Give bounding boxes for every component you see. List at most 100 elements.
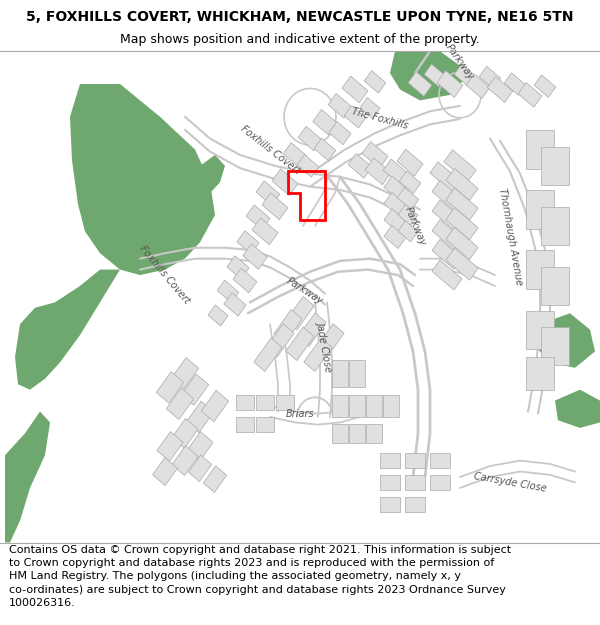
Polygon shape xyxy=(526,191,554,229)
Polygon shape xyxy=(329,121,351,145)
Polygon shape xyxy=(342,76,368,103)
Polygon shape xyxy=(432,260,462,290)
Polygon shape xyxy=(332,359,348,387)
Polygon shape xyxy=(384,225,406,249)
Polygon shape xyxy=(405,497,425,512)
Polygon shape xyxy=(446,228,478,259)
Polygon shape xyxy=(446,188,478,220)
Polygon shape xyxy=(383,159,407,184)
Polygon shape xyxy=(286,327,314,361)
Polygon shape xyxy=(332,424,348,443)
Polygon shape xyxy=(432,239,462,269)
Polygon shape xyxy=(256,395,274,411)
Polygon shape xyxy=(172,446,198,476)
Text: Parkway: Parkway xyxy=(285,276,325,307)
Polygon shape xyxy=(181,374,209,406)
Polygon shape xyxy=(5,411,50,542)
Polygon shape xyxy=(365,158,391,185)
Polygon shape xyxy=(397,188,419,210)
Polygon shape xyxy=(518,82,542,107)
Polygon shape xyxy=(541,267,569,305)
Polygon shape xyxy=(266,324,294,357)
Polygon shape xyxy=(526,311,554,349)
Polygon shape xyxy=(479,66,501,89)
Polygon shape xyxy=(217,280,239,302)
Polygon shape xyxy=(188,455,212,482)
Polygon shape xyxy=(398,204,418,226)
Polygon shape xyxy=(190,155,225,193)
Polygon shape xyxy=(366,424,382,443)
Text: The Foxhills: The Foxhills xyxy=(350,107,409,131)
Polygon shape xyxy=(286,296,314,330)
Polygon shape xyxy=(298,126,322,151)
Polygon shape xyxy=(316,324,344,357)
Polygon shape xyxy=(535,313,595,368)
Polygon shape xyxy=(224,293,246,316)
Polygon shape xyxy=(246,205,270,229)
Polygon shape xyxy=(424,64,446,86)
Text: 5, FOXHILLS COVERT, WHICKHAM, NEWCASTLE UPON TYNE, NE16 5TN: 5, FOXHILLS COVERT, WHICKHAM, NEWCASTLE … xyxy=(26,10,574,24)
Polygon shape xyxy=(380,453,400,468)
Polygon shape xyxy=(432,181,462,211)
Polygon shape xyxy=(172,357,199,389)
Polygon shape xyxy=(328,94,352,118)
Polygon shape xyxy=(236,395,254,411)
Polygon shape xyxy=(360,98,380,119)
Polygon shape xyxy=(157,432,183,461)
Polygon shape xyxy=(446,248,478,280)
Polygon shape xyxy=(466,74,490,99)
Polygon shape xyxy=(313,109,337,135)
Text: Parkway: Parkway xyxy=(403,205,427,247)
Text: Foxhills Covert: Foxhills Covert xyxy=(138,244,192,306)
Polygon shape xyxy=(430,475,450,490)
Text: Jade Close: Jade Close xyxy=(316,320,334,372)
Text: Thornhaugh Avenue: Thornhaugh Avenue xyxy=(497,188,523,286)
Text: Carrsyde Close: Carrsyde Close xyxy=(473,471,547,494)
Text: Parkway: Parkway xyxy=(444,42,476,82)
Polygon shape xyxy=(437,71,463,98)
Polygon shape xyxy=(254,338,282,371)
Polygon shape xyxy=(243,244,267,269)
Polygon shape xyxy=(227,256,249,279)
Polygon shape xyxy=(541,147,569,185)
Polygon shape xyxy=(276,395,294,411)
Polygon shape xyxy=(384,209,406,232)
Polygon shape xyxy=(430,162,460,192)
Polygon shape xyxy=(187,432,213,461)
Polygon shape xyxy=(344,106,366,128)
Polygon shape xyxy=(446,168,478,201)
Polygon shape xyxy=(283,142,307,168)
Polygon shape xyxy=(332,395,348,417)
Polygon shape xyxy=(487,76,512,102)
Polygon shape xyxy=(408,72,432,96)
Polygon shape xyxy=(256,417,274,432)
Polygon shape xyxy=(274,309,302,343)
Polygon shape xyxy=(166,388,194,419)
Polygon shape xyxy=(172,419,198,448)
Polygon shape xyxy=(349,359,365,387)
Polygon shape xyxy=(157,372,184,403)
Polygon shape xyxy=(380,497,400,512)
Polygon shape xyxy=(70,84,215,275)
Polygon shape xyxy=(348,154,372,178)
Polygon shape xyxy=(364,71,386,93)
Polygon shape xyxy=(362,141,388,168)
Polygon shape xyxy=(349,395,365,417)
Text: Contains OS data © Crown copyright and database right 2021. This information is : Contains OS data © Crown copyright and d… xyxy=(9,545,511,608)
Polygon shape xyxy=(384,192,406,216)
Polygon shape xyxy=(15,269,120,389)
Polygon shape xyxy=(405,475,425,490)
Polygon shape xyxy=(446,208,478,240)
Polygon shape xyxy=(349,424,365,443)
Text: Foxhills Covert: Foxhills Covert xyxy=(238,123,302,176)
Polygon shape xyxy=(454,64,476,86)
Polygon shape xyxy=(397,149,423,176)
Polygon shape xyxy=(187,401,214,432)
Polygon shape xyxy=(256,181,280,206)
Polygon shape xyxy=(432,219,462,249)
Polygon shape xyxy=(202,391,229,422)
Text: Map shows position and indicative extent of the property.: Map shows position and indicative extent… xyxy=(120,33,480,46)
Polygon shape xyxy=(366,395,382,417)
Polygon shape xyxy=(390,51,470,101)
Polygon shape xyxy=(541,207,569,245)
